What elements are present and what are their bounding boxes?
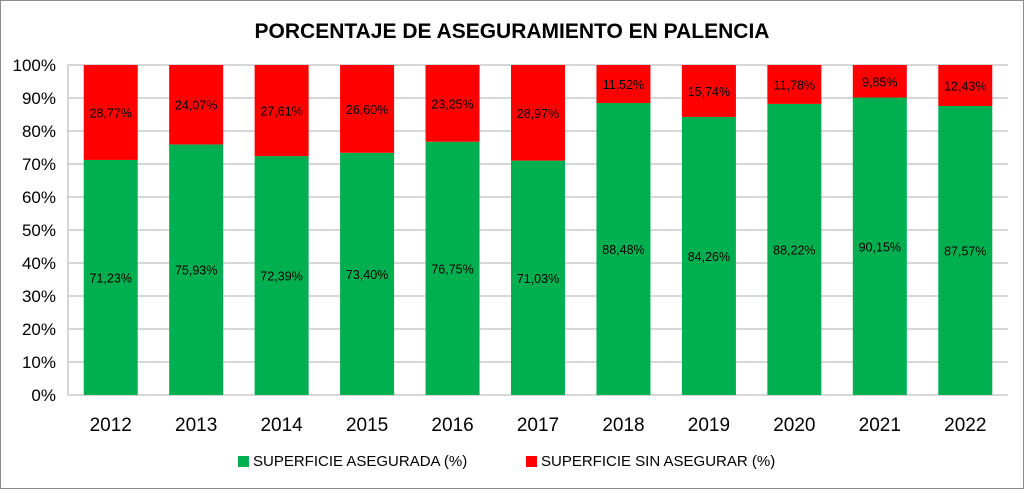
x-tick-label: 2013 xyxy=(175,415,217,436)
data-label: 11,78% xyxy=(774,78,815,92)
bar-sin-asegurar xyxy=(340,65,395,153)
y-tick-label: 60% xyxy=(22,188,56,207)
bar-sin-asegurar xyxy=(169,65,224,145)
bar-sin-asegurar xyxy=(852,65,907,98)
legend-label-sin-asegurar: SUPERFICIE SIN ASEGURAR (%) xyxy=(541,453,775,470)
y-tick-label: 40% xyxy=(22,254,56,273)
bar-sin-asegurar xyxy=(254,65,309,157)
bars: 71,23% 28,77% 75,93% 24,07% 72,39% 27,61% 73,4… xyxy=(83,65,993,396)
bar-asegurada xyxy=(254,156,309,395)
bar-asegurada xyxy=(938,106,993,396)
x-tick-label: 2012 xyxy=(90,415,132,436)
legend: SUPERFICIE ASEGURADA (%) SUPERFICIE SIN … xyxy=(238,453,775,470)
x-tick-label: 2015 xyxy=(346,415,388,436)
bar-asegurada xyxy=(340,152,395,395)
legend-label-asegurada: SUPERFICIE ASEGURADA (%) xyxy=(253,453,467,470)
y-tick-label: 90% xyxy=(22,89,56,108)
x-tick-label: 2017 xyxy=(517,415,559,436)
bar-asegurada xyxy=(767,103,822,396)
y-tick-label: 0% xyxy=(31,386,56,405)
bar-asegurada xyxy=(596,103,651,396)
data-label: 24,07% xyxy=(175,99,217,113)
data-label: 71,23% xyxy=(90,271,132,285)
data-label: 23,25% xyxy=(431,97,473,111)
y-tick-label: 10% xyxy=(22,353,56,372)
x-tick-label: 2014 xyxy=(260,415,303,436)
x-tick-label: 2019 xyxy=(688,415,730,436)
data-label: 71,03% xyxy=(517,272,559,286)
bar-asegurada xyxy=(681,116,736,395)
data-label: 72,39% xyxy=(260,270,302,284)
bar-sin-asegurar xyxy=(83,65,138,160)
bar-asegurada xyxy=(852,97,907,395)
data-label: 28,97% xyxy=(517,107,559,121)
bar-asegurada xyxy=(511,160,565,395)
y-tick-label: 20% xyxy=(22,320,56,339)
x-axis: 2012 2013 2014 2015 2016 2017 2018 2019 2020 2021… xyxy=(90,415,987,436)
y-tick-label: 50% xyxy=(22,221,56,240)
bar-asegurada xyxy=(425,141,480,395)
bar-sin-asegurar xyxy=(938,65,993,107)
data-label: 90,15% xyxy=(859,240,901,254)
data-label: 15,74% xyxy=(688,85,730,99)
data-label: 88,22% xyxy=(773,243,815,257)
bar-sin-asegurar xyxy=(681,65,736,117)
y-tick-label: 80% xyxy=(22,122,56,141)
bar-sin-asegurar xyxy=(511,65,565,161)
data-label: 28,77% xyxy=(90,106,132,120)
x-tick-label: 2020 xyxy=(773,415,815,436)
bar-sin-asegurar xyxy=(596,65,651,104)
x-tick-label: 2016 xyxy=(431,415,473,436)
bar-asegurada xyxy=(83,159,138,395)
data-label: 87,57% xyxy=(944,245,986,259)
data-label: 11,52% xyxy=(603,78,644,92)
legend-swatch-asegurada xyxy=(238,456,249,467)
data-label: 26,60% xyxy=(346,103,388,117)
legend-swatch-sin-asegurar xyxy=(526,456,537,467)
bar-asegurada xyxy=(169,144,224,395)
data-label: 88,48% xyxy=(602,243,644,257)
y-tick-label: 70% xyxy=(22,155,56,174)
y-axis: 0% 10% 20% 30% 40% 50% 60% 70% 80% 90% 100% xyxy=(13,56,69,405)
x-tick-label: 2022 xyxy=(944,415,986,436)
data-label: 75,93% xyxy=(175,264,217,278)
data-label: 76,75% xyxy=(431,262,473,276)
data-label: 84,26% xyxy=(688,250,730,264)
data-label: 9,85% xyxy=(862,75,897,89)
data-label: 12,43% xyxy=(944,80,986,94)
bar-sin-asegurar xyxy=(767,65,822,104)
data-label: 27,61% xyxy=(260,105,302,119)
bar-sin-asegurar xyxy=(425,65,480,142)
data-label: 73,40% xyxy=(346,268,388,282)
y-tick-label: 30% xyxy=(22,287,56,306)
y-tick-label: 100% xyxy=(13,56,56,75)
x-tick-label: 2018 xyxy=(602,415,644,436)
x-tick-label: 2021 xyxy=(859,415,901,436)
chart-title: PORCENTAJE DE ASEGURAMIENTO EN PALENCIA xyxy=(255,20,770,43)
